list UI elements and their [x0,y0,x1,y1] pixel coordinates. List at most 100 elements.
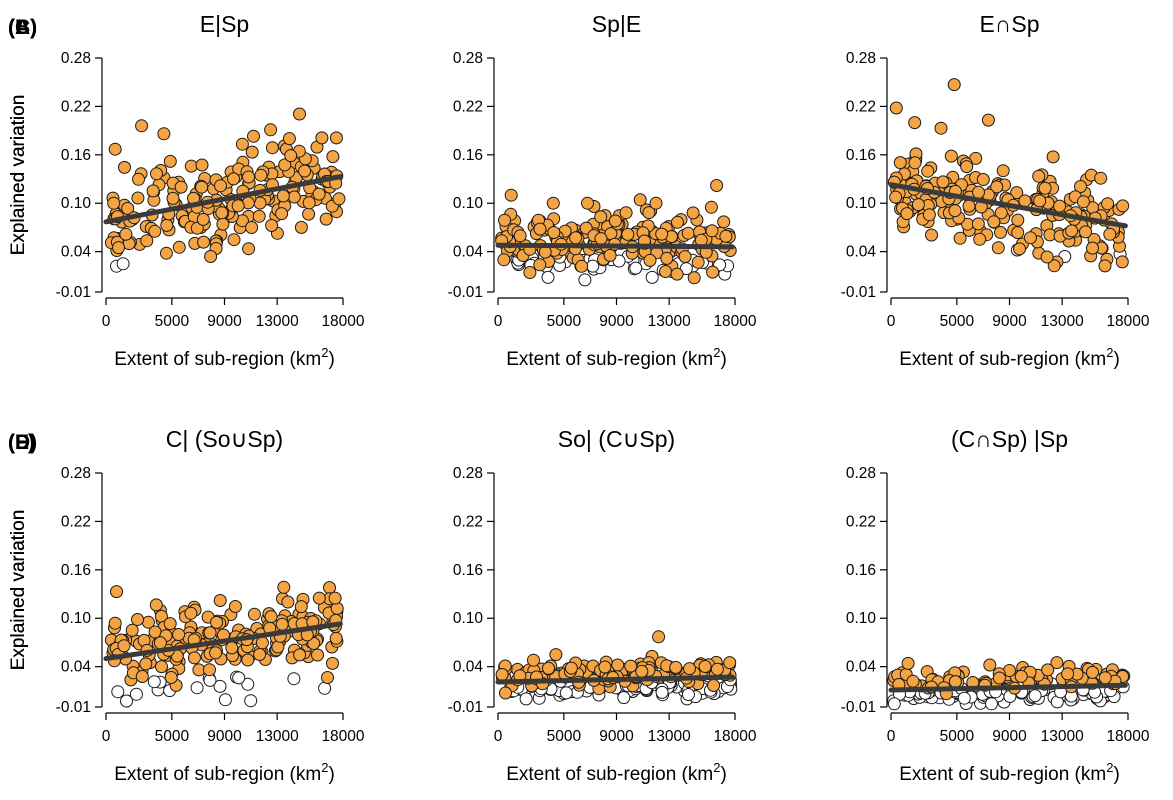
data-point-significant [564,661,578,675]
y-tick-label: 0.04 [846,244,877,261]
data-point-significant [184,159,198,173]
data-point-significant [118,160,131,174]
x-axis-title-end: ) [1113,764,1119,785]
data-point-significant [163,154,177,168]
trend-line [103,174,343,225]
chart-panel-4: (D) C| (So∪Sp) -0.01 0.04 0.10 0.16 0.22 0.28 0 5… [8,426,365,785]
data-point-significant [691,255,705,269]
y-tick-label: 0.16 [61,147,91,164]
data-point-significant [326,656,339,670]
panel-letter: (D) [8,431,37,454]
x-tick-label: 18000 [1106,313,1149,330]
data-point-significant [1103,227,1117,241]
data-point-significant [204,250,218,263]
data-point-significant [705,224,719,238]
data-point-significant [1013,242,1026,256]
data-point-significant [911,198,925,212]
data-point-significant [265,141,279,155]
x-tick-label: 13000 [256,313,299,330]
y-tick-label: -0.01 [448,699,483,716]
y-axis-title: Explained variation [8,95,29,256]
data-point-significant [125,623,139,637]
data-point-significant [315,131,329,145]
data-point-significant [247,129,260,143]
data-point-nonsignificant [120,694,133,708]
y-tick-label: 0.22 [61,513,91,530]
x-tick-label: 13000 [648,313,691,330]
y-tick-label: 0.10 [61,195,92,212]
data-point-nonsignificant [147,675,161,689]
data-point-significant [992,671,1006,685]
y-tick-label: 0.28 [846,465,876,482]
x-axis-title: Extent of sub-region (km2) [506,760,727,785]
data-point-significant [1041,663,1055,677]
data-point-significant [546,196,560,210]
data-point-significant [117,639,131,653]
x-tick-label: 9000 [207,728,242,745]
chart-panel-1: (A) E|Sp -0.01 0.04 0.10 0.16 0.22 0.28 0 5000 900… [8,11,365,370]
x-tick-label: 18000 [713,728,756,745]
x-tick-label: 9000 [207,313,242,330]
data-point-significant [962,199,976,213]
data-point-significant [621,227,635,241]
data-point-significant [110,585,123,599]
data-point-significant [174,180,188,194]
y-tick-label: 0.16 [61,562,91,579]
data-point-significant [1011,213,1025,227]
data-point-significant [172,628,186,641]
trend-line [495,242,735,250]
x-tick-label: 5000 [155,313,190,330]
trend-line [888,682,1128,693]
data-point-significant [332,192,346,206]
data-point-significant [140,234,154,248]
data-point-significant [302,196,316,210]
data-point-significant [225,641,239,655]
data-point-significant [513,229,527,243]
data-point-significant [698,660,712,673]
data-point-significant [652,630,666,644]
data-point-significant [1076,195,1090,209]
data-point-nonsignificant [541,270,555,284]
data-point-significant [990,180,1004,194]
data-point-significant [723,656,737,670]
y-tick-label: 0.04 [61,244,92,261]
y-tick-label: 0.10 [453,195,484,212]
data-point-significant [195,158,209,172]
data-point-significant [1053,199,1067,213]
x-axis-title-main: Extent of sub-region (km [506,764,713,785]
data-point-significant [254,168,268,182]
data-point-significant [633,193,647,207]
y-tick-label: 0.04 [61,659,92,676]
data-point-significant [135,670,149,683]
data-point-significant [287,190,301,204]
data-point-significant [149,598,163,612]
x-axis-title: Extent of sub-region (km2) [114,345,335,370]
data-point-significant [1050,656,1064,670]
data-point-significant [214,179,227,193]
data-point-significant [312,187,326,201]
data-point-significant [1023,231,1037,245]
data-point-significant [706,265,720,279]
data-point-significant [1116,199,1130,213]
data-point-significant [312,591,326,605]
x-tick-label: 5000 [547,313,582,330]
x-tick-label: 0 [494,313,503,330]
data-point-significant [934,121,948,135]
data-point-significant [196,212,210,226]
data-point-significant [901,656,915,670]
data-point-significant [227,172,240,186]
x-tick-label: 18000 [321,728,364,745]
data-point-significant [678,250,692,264]
y-axis-title: Explained variation [8,95,29,256]
data-point-significant [163,617,177,631]
data-point-significant [131,191,145,205]
data-point-significant [311,648,324,662]
y-tick-label: 0.22 [453,513,483,530]
data-point-nonsignificant [957,691,971,705]
y-tick-label: 0.22 [846,98,876,115]
chart-panel-3: (C) E∩Sp -0.01 0.04 0.10 0.16 0.22 0.28 0 5000 900… [8,11,1150,370]
x-tick-label: 9000 [599,728,634,745]
data-point-significant [1047,259,1061,273]
data-point-significant [1032,169,1046,183]
x-axis-title-end: ) [720,764,726,785]
